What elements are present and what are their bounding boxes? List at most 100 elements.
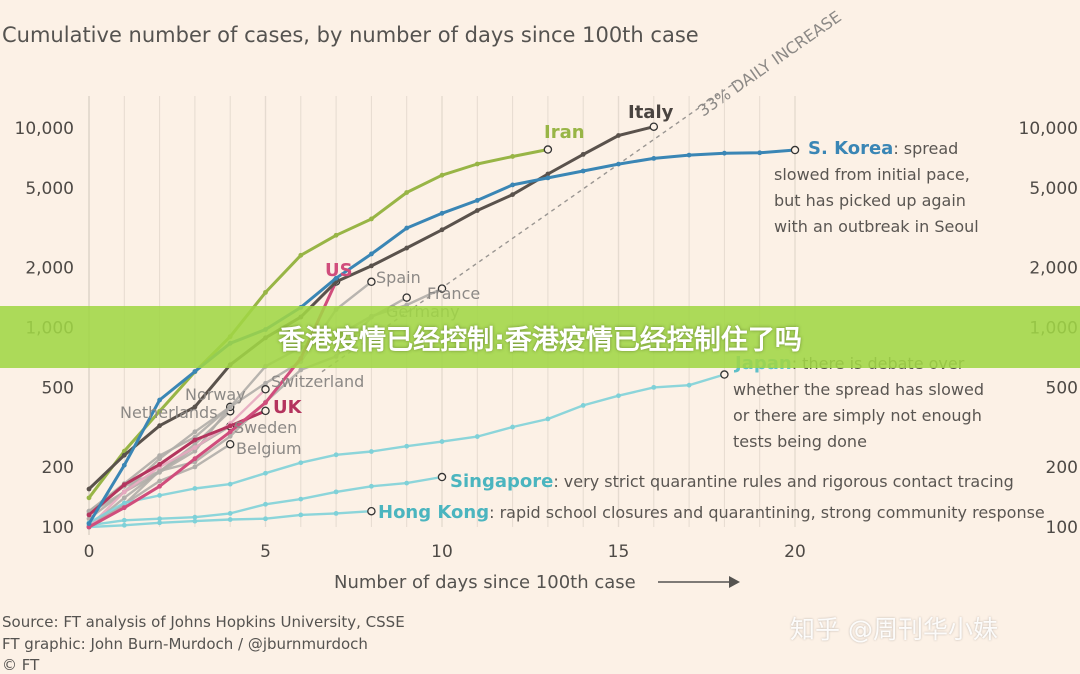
y-tick-label-right-1: 200 (1046, 458, 1078, 478)
label-us: US (325, 260, 353, 281)
y-tick-label-right-5: 5,000 (1029, 179, 1078, 199)
x-tick-label-3: 15 (608, 542, 630, 562)
source-line-2: FT graphic: John Burn-Murdoch / @jburnmu… (2, 635, 368, 653)
point-uk-4 (227, 423, 233, 429)
label-spain: Spain (376, 268, 421, 287)
point-s-korea-18 (722, 150, 727, 156)
point-hong-kong-6 (298, 512, 304, 518)
y-tick-label-left-5: 5,000 (25, 179, 74, 199)
annotation-korea-line-3: with an outbreak in Seoul (774, 217, 979, 236)
y-tick-label-right-0: 100 (1046, 518, 1078, 538)
point-hong-kong-5 (263, 516, 268, 522)
point-belgium-4 (225, 439, 235, 449)
label-norway: Norway (185, 385, 246, 404)
point-japan-7 (333, 452, 339, 458)
point-singapore-5 (263, 501, 268, 507)
point-switzerland-5 (261, 385, 270, 394)
point-japan-15 (616, 393, 621, 399)
point-singapore-2 (157, 516, 163, 522)
point-s-korea-2 (157, 397, 163, 403)
point-italy-12 (510, 192, 515, 198)
label-belgium: Belgium (236, 439, 302, 458)
y-tick-label-left-4: 2,000 (25, 258, 74, 278)
point-uk-3 (192, 437, 198, 443)
point-germany-10 (437, 284, 447, 293)
y-tick-label-right-2: 500 (1046, 379, 1078, 399)
point-singapore-1 (121, 517, 127, 523)
point-italy-9 (404, 245, 410, 251)
point-italy-0 (86, 486, 92, 492)
point-italy-1 (121, 452, 127, 458)
point-iran-7 (333, 232, 339, 238)
point-germany-3 (192, 448, 198, 454)
source-line-1: Source: FT analysis of Johns Hopkins Uni… (2, 613, 405, 631)
point-iran-13 (543, 145, 553, 154)
point-s-korea-15 (616, 161, 621, 167)
point-italy-15 (616, 133, 621, 138)
point-s-korea-20 (790, 145, 800, 155)
point-s-korea-8 (369, 251, 374, 257)
point-iran-0 (86, 495, 92, 501)
x-tick-label-4: 20 (784, 542, 806, 562)
annotation-s-korea: S. Korea: spread (808, 138, 958, 159)
point-japan-5 (263, 470, 268, 476)
point-japan-18 (720, 370, 729, 379)
annotation-hong-kong: Hong Kong: rapid school closures and qua… (378, 502, 1045, 523)
point-us-1 (121, 505, 127, 511)
point-italy-11 (474, 208, 480, 213)
point-s-korea-1 (121, 462, 127, 468)
annotation-singapore: Singapore: very strict quarantine rules … (450, 471, 1014, 492)
point-spain-8 (367, 277, 376, 287)
point-japan-13 (545, 416, 551, 422)
annotation-japan-line-1: whether the spread has slowed (733, 380, 984, 399)
point-hong-kong-1 (121, 522, 127, 528)
point-japan-4 (227, 481, 233, 487)
label-france: France (427, 284, 480, 303)
point-s-korea-7 (333, 275, 339, 281)
point-iran-11 (474, 161, 480, 167)
point-japan-10 (439, 439, 445, 444)
point-italy-13 (545, 171, 551, 177)
source-line-3: © FT (2, 656, 40, 674)
label-iran: Iran (544, 122, 585, 143)
point-france-4 (227, 433, 233, 439)
point-japan-9 (404, 443, 410, 449)
point-italy-2 (157, 423, 163, 429)
point-switzerland-1 (121, 489, 127, 495)
label-netherlands: Netherlands (120, 403, 218, 422)
point-singapore-10 (437, 472, 447, 482)
point-hong-kong-2 (157, 520, 163, 526)
point-iran-10 (439, 172, 445, 178)
point-iran-2 (157, 408, 163, 414)
point-singapore-7 (333, 489, 339, 495)
point-france-2 (157, 468, 163, 474)
point-hong-kong-8 (367, 506, 376, 516)
x-axis-label: Number of days since 100th case (334, 572, 636, 593)
point-japan-17 (686, 382, 692, 388)
point-italy-8 (369, 263, 374, 269)
point-hong-kong-4 (227, 517, 233, 522)
point-s-korea-3 (192, 369, 198, 374)
series-line-iran (87, 148, 550, 500)
point-s-korea-12 (510, 182, 515, 188)
point-japan-12 (510, 424, 515, 430)
point-iran-5 (263, 289, 268, 295)
label-switzerland: Switzerland (271, 372, 364, 391)
point-belgium-3 (192, 464, 198, 470)
point-iran-12 (510, 154, 515, 159)
point-uk-0 (86, 512, 92, 518)
annotation-korea-line-2: but has picked up again (774, 191, 966, 210)
point-us-2 (157, 483, 163, 489)
y-tick-label-left-6: 10,000 (15, 119, 74, 139)
point-uk-5 (261, 406, 270, 416)
point-italy-3 (192, 404, 198, 410)
point-spain-4 (227, 404, 233, 410)
point-iran-6 (298, 252, 304, 258)
annotation-japan-line-2: or there are simply not enough (733, 406, 982, 425)
point-spain-2 (157, 453, 163, 458)
point-france-9 (402, 293, 411, 302)
point-iran-9 (404, 190, 410, 195)
point-japan-11 (474, 434, 480, 439)
point-japan-16 (651, 384, 657, 390)
point-singapore-4 (227, 510, 233, 516)
